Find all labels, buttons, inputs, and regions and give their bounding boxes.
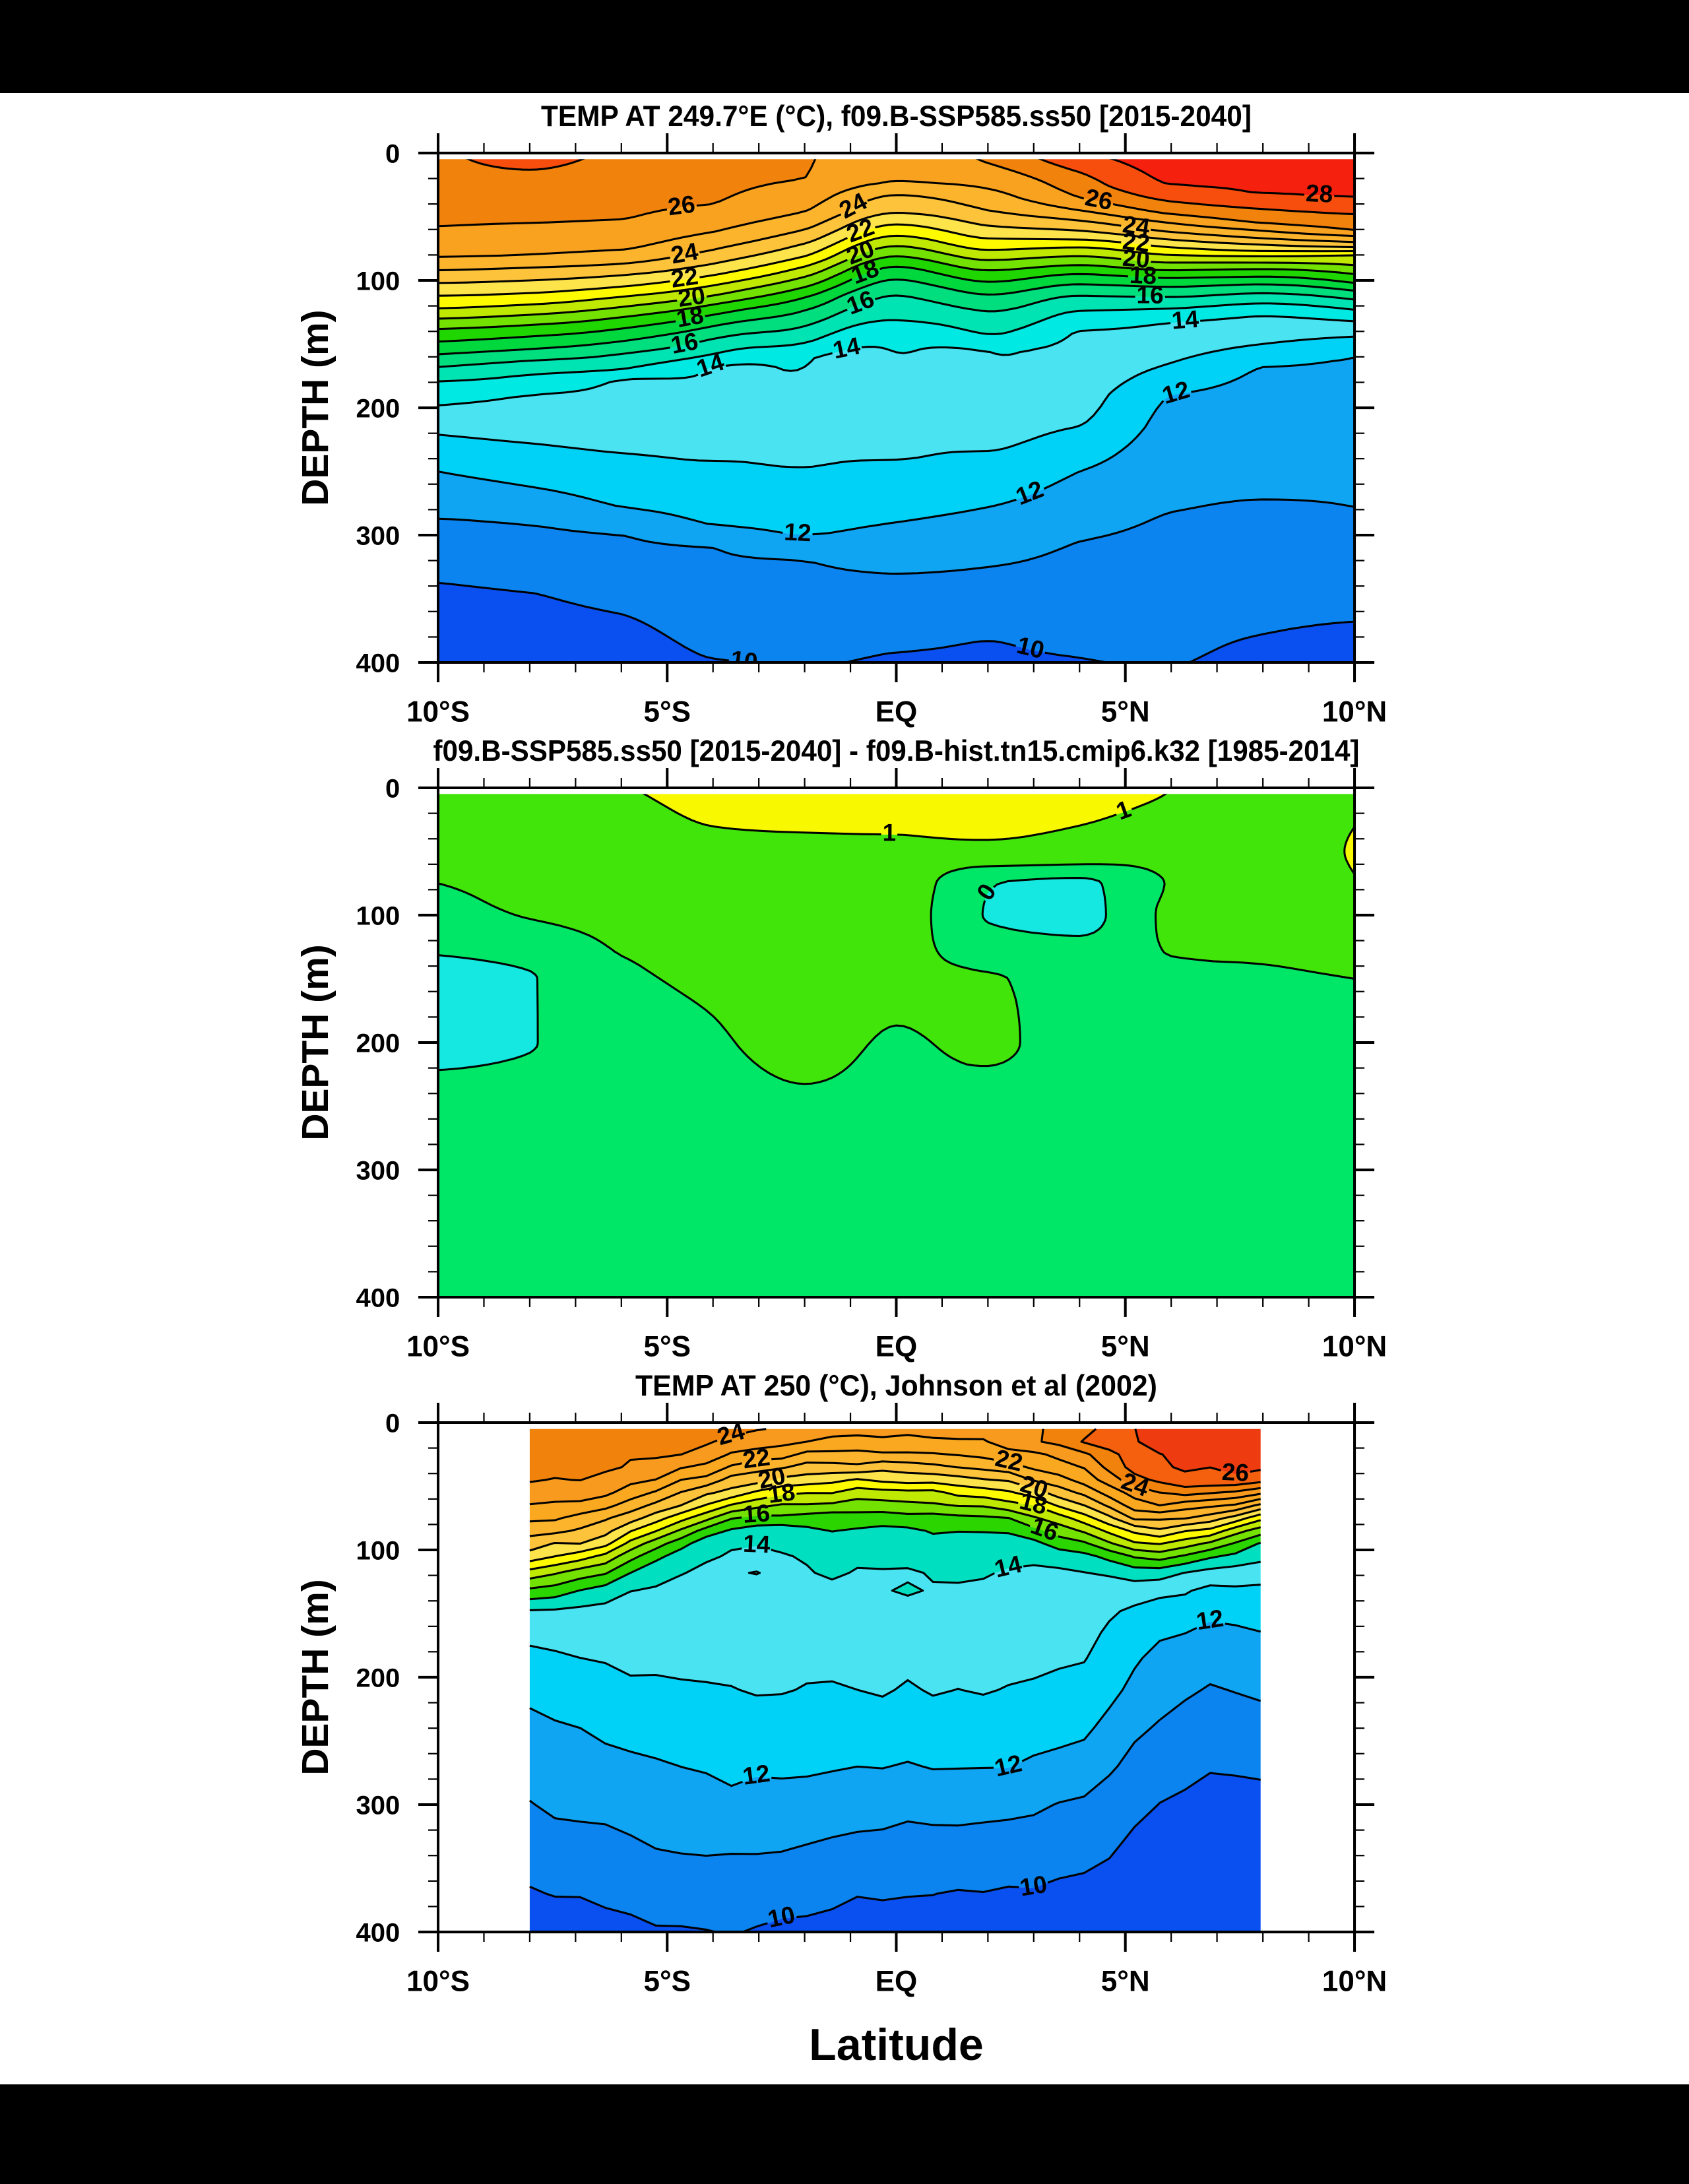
svg-text:200: 200 <box>356 1029 400 1058</box>
svg-text:10°S: 10°S <box>406 1331 470 1363</box>
svg-text:10: 10 <box>765 1901 798 1933</box>
svg-text:EQ: EQ <box>876 1966 918 1998</box>
svg-text:24: 24 <box>669 238 701 269</box>
svg-text:20: 20 <box>1122 244 1151 274</box>
svg-text:0: 0 <box>385 140 400 169</box>
svg-text:100: 100 <box>356 902 400 931</box>
svg-text:DEPTH (m): DEPTH (m) <box>294 1579 336 1775</box>
svg-text:400: 400 <box>356 1284 400 1313</box>
svg-text:16: 16 <box>1136 281 1163 308</box>
svg-text:5°N: 5°N <box>1101 1966 1150 1998</box>
svg-text:DEPTH (m): DEPTH (m) <box>294 944 336 1140</box>
svg-text:26: 26 <box>1221 1458 1250 1487</box>
svg-text:1: 1 <box>882 819 896 846</box>
svg-text:0: 0 <box>385 1409 400 1438</box>
svg-text:100: 100 <box>356 267 400 296</box>
svg-text:22: 22 <box>741 1443 771 1473</box>
svg-text:20: 20 <box>676 282 707 312</box>
svg-text:10: 10 <box>729 645 759 676</box>
svg-text:300: 300 <box>356 522 400 551</box>
svg-text:200: 200 <box>356 1664 400 1693</box>
svg-text:0: 0 <box>385 774 400 803</box>
svg-text:400: 400 <box>356 1919 400 1948</box>
svg-text:16: 16 <box>668 327 700 359</box>
svg-text:5°S: 5°S <box>644 1331 691 1363</box>
svg-text:300: 300 <box>356 1157 400 1186</box>
svg-text:10°S: 10°S <box>406 1966 470 1998</box>
svg-text:10: 10 <box>1018 1871 1049 1902</box>
svg-text:24: 24 <box>1121 210 1152 241</box>
svg-text:14: 14 <box>1170 305 1200 335</box>
svg-text:200: 200 <box>356 395 400 424</box>
svg-text:5°N: 5°N <box>1101 696 1150 728</box>
svg-text:18: 18 <box>1017 1487 1050 1520</box>
svg-text:100: 100 <box>356 1536 400 1565</box>
svg-text:TEMP AT 250 (°C), Johnson et a: TEMP AT 250 (°C), Johnson et al (2002) <box>635 1370 1157 1402</box>
svg-text:5°S: 5°S <box>644 1966 691 1998</box>
svg-text:16: 16 <box>742 1499 771 1527</box>
svg-text:14: 14 <box>742 1530 771 1558</box>
svg-text:TEMP AT 249.7°E (°C), f09.B-SS: TEMP AT 249.7°E (°C), f09.B-SSP585.ss50 … <box>541 100 1252 133</box>
svg-text:28: 28 <box>1305 179 1333 208</box>
svg-text:26: 26 <box>1083 183 1114 215</box>
svg-text:5°N: 5°N <box>1101 1331 1150 1363</box>
svg-text:f09.B-SSP585.ss50 [2015-2040]: f09.B-SSP585.ss50 [2015-2040] - f09.B-hi… <box>433 735 1359 767</box>
svg-text:10°N: 10°N <box>1322 696 1387 728</box>
svg-text:14: 14 <box>831 332 863 364</box>
svg-text:10°S: 10°S <box>406 696 470 728</box>
svg-text:26: 26 <box>666 190 697 220</box>
svg-text:EQ: EQ <box>876 696 918 728</box>
svg-text:22: 22 <box>669 262 699 292</box>
svg-text:22: 22 <box>993 1444 1025 1477</box>
svg-text:10°N: 10°N <box>1322 1966 1387 1998</box>
svg-text:10: 10 <box>1014 631 1046 664</box>
svg-text:18: 18 <box>1129 261 1157 290</box>
svg-text:400: 400 <box>356 649 400 678</box>
svg-text:12: 12 <box>992 1749 1024 1782</box>
svg-text:12: 12 <box>741 1760 771 1790</box>
svg-text:Latitude: Latitude <box>809 2020 984 2070</box>
svg-text:20: 20 <box>755 1462 788 1494</box>
svg-text:12: 12 <box>784 518 812 546</box>
svg-text:DEPTH (m): DEPTH (m) <box>294 309 336 505</box>
svg-text:18: 18 <box>674 302 705 333</box>
svg-text:10°N: 10°N <box>1322 1331 1387 1363</box>
svg-text:12: 12 <box>1194 1605 1225 1636</box>
svg-text:14: 14 <box>992 1550 1025 1582</box>
svg-text:22: 22 <box>1121 227 1151 257</box>
svg-text:18: 18 <box>767 1478 797 1508</box>
svg-text:5°S: 5°S <box>644 696 691 728</box>
svg-text:EQ: EQ <box>876 1331 918 1363</box>
svg-text:300: 300 <box>356 1791 400 1820</box>
